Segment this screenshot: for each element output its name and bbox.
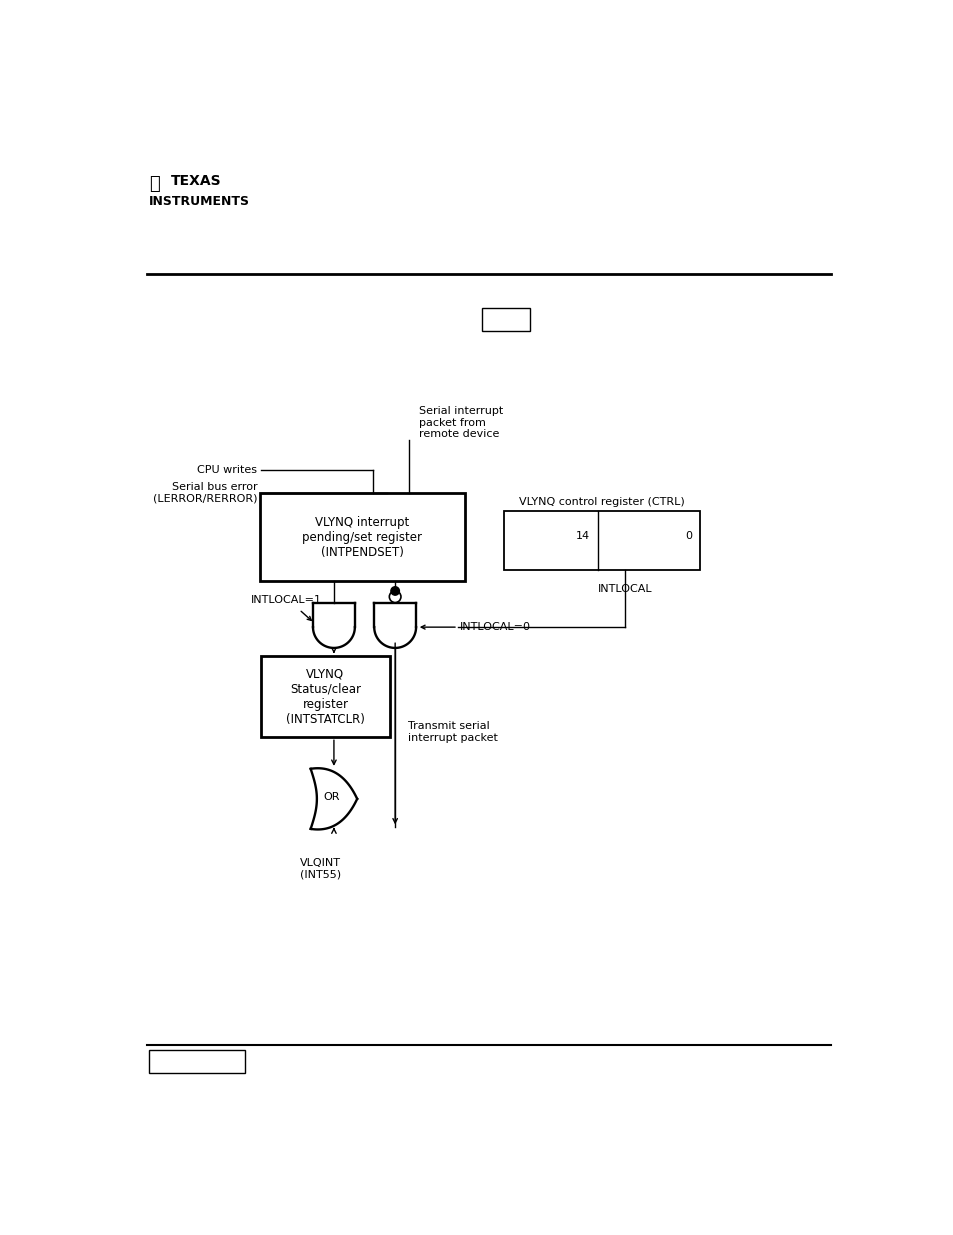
Text: VLYNQ
Status/clear
register
(INTSTATCLR): VLYNQ Status/clear register (INTSTATCLR) xyxy=(286,668,364,726)
Text: INTLOCAL: INTLOCAL xyxy=(598,584,652,594)
Text: Serial interrupt
packet from
remote device: Serial interrupt packet from remote devi… xyxy=(418,406,503,440)
Bar xyxy=(261,656,390,737)
Text: 0: 0 xyxy=(684,531,691,541)
Bar xyxy=(504,511,699,571)
Bar xyxy=(149,1050,245,1073)
Text: TEXAS: TEXAS xyxy=(171,174,221,188)
Text: INTLOCAL=1: INTLOCAL=1 xyxy=(251,595,322,605)
Text: OR: OR xyxy=(323,793,339,803)
Circle shape xyxy=(391,587,399,595)
Text: INTLOCAL=0: INTLOCAL=0 xyxy=(459,622,531,632)
Text: ⬥: ⬥ xyxy=(149,175,159,193)
Text: VLYNQ interrupt
pending/set register
(INTPENDSET): VLYNQ interrupt pending/set register (IN… xyxy=(302,515,422,558)
Circle shape xyxy=(389,592,400,603)
Text: 14: 14 xyxy=(576,531,590,541)
Bar xyxy=(481,308,530,331)
Text: Transmit serial
interrupt packet: Transmit serial interrupt packet xyxy=(407,721,497,742)
Text: INSTRUMENTS: INSTRUMENTS xyxy=(149,195,250,209)
Text: VLQINT
(INT55): VLQINT (INT55) xyxy=(300,858,341,879)
Text: CPU writes: CPU writes xyxy=(197,466,257,475)
Text: Serial bus error
(LERROR/RERROR): Serial bus error (LERROR/RERROR) xyxy=(152,483,257,504)
Text: VLYNQ control register (CTRL): VLYNQ control register (CTRL) xyxy=(518,496,684,506)
Bar xyxy=(259,493,464,580)
